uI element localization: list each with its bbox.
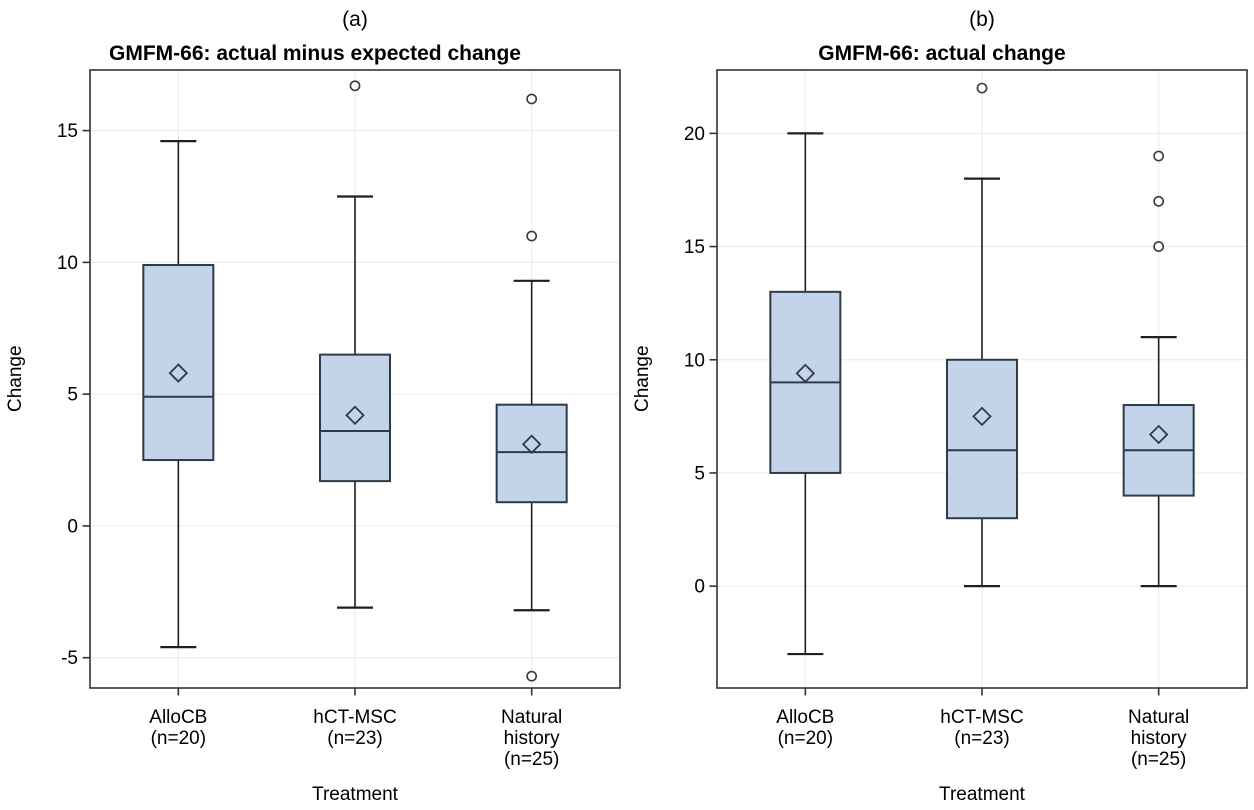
outlier-point	[526, 93, 538, 105]
category-label: history	[504, 728, 560, 749]
outlier-point	[1153, 241, 1165, 252]
mean-diamond	[521, 434, 542, 454]
category-label: Natural	[1128, 707, 1189, 728]
panel-a: (a) GMFM-66: actual minus expected chang…	[5, 8, 621, 805]
panel-letter-a: (a)	[342, 8, 368, 31]
outlier-point	[1153, 150, 1165, 162]
outlier-point	[976, 82, 988, 94]
mean-diamond	[795, 363, 816, 384]
outlier-point	[349, 80, 361, 92]
category-label: AlloCB	[149, 707, 207, 728]
category-label: hCT-MSC	[313, 707, 396, 728]
y-tick-label: 15	[57, 121, 78, 142]
category-label: AlloCB	[776, 707, 834, 728]
y-tick-label: 10	[684, 350, 705, 371]
category-label: (n=23)	[327, 728, 382, 749]
y-tick-label: 5	[67, 385, 78, 406]
category-label: Natural	[501, 707, 562, 728]
outlier-point	[526, 230, 538, 242]
y-tick-label: 10	[57, 253, 78, 274]
y-tick-label: -5	[61, 648, 78, 669]
x-axis-title-b: Treatment	[939, 784, 1025, 805]
mean-diamond	[972, 406, 992, 427]
category-label: (n=25)	[504, 749, 559, 770]
category-label: (n=23)	[954, 728, 1009, 749]
mean-diamond	[168, 363, 189, 383]
outlier-point	[1153, 195, 1165, 207]
y-tick-label: 5	[694, 463, 705, 484]
chart-title-a: GMFM-66: actual minus expected change	[109, 42, 521, 65]
category-label: history	[1131, 728, 1187, 749]
y-tick-label: 0	[67, 516, 78, 537]
y-tick-label: 15	[684, 237, 705, 258]
outlier-point	[526, 670, 538, 682]
panel-b: (b) GMFM-66: actual change Change 20 15 10…	[627, 0, 1254, 810]
boxplot-canvas-a: 15 10 5 0 -5 AlloCB(n=20) hCT-MSC(n=23) Natural…	[57, 69, 621, 770]
iqr-box	[319, 353, 391, 483]
category-label: (n=20)	[151, 728, 206, 749]
category-label: hCT-MSC	[940, 707, 1023, 728]
iqr-box	[142, 264, 215, 462]
mean-diamond	[345, 405, 365, 426]
category-label: (n=25)	[1131, 749, 1186, 770]
boxplot-canvas-b: 20 15 10 5 0 AlloCB(n=20) hCT-MSC(n=23) Natural…	[684, 69, 1248, 770]
category-label: (n=20)	[778, 728, 833, 749]
iqr-box	[946, 358, 1018, 520]
mean-diamond	[1148, 424, 1169, 445]
y-tick-label: 0	[694, 577, 705, 598]
x-axis-title-a: Treatment	[312, 784, 398, 805]
chart-title-b: GMFM-66: actual change	[818, 42, 1066, 65]
panel-letter-b: (b)	[969, 8, 995, 31]
y-tick-label: 20	[684, 124, 705, 145]
